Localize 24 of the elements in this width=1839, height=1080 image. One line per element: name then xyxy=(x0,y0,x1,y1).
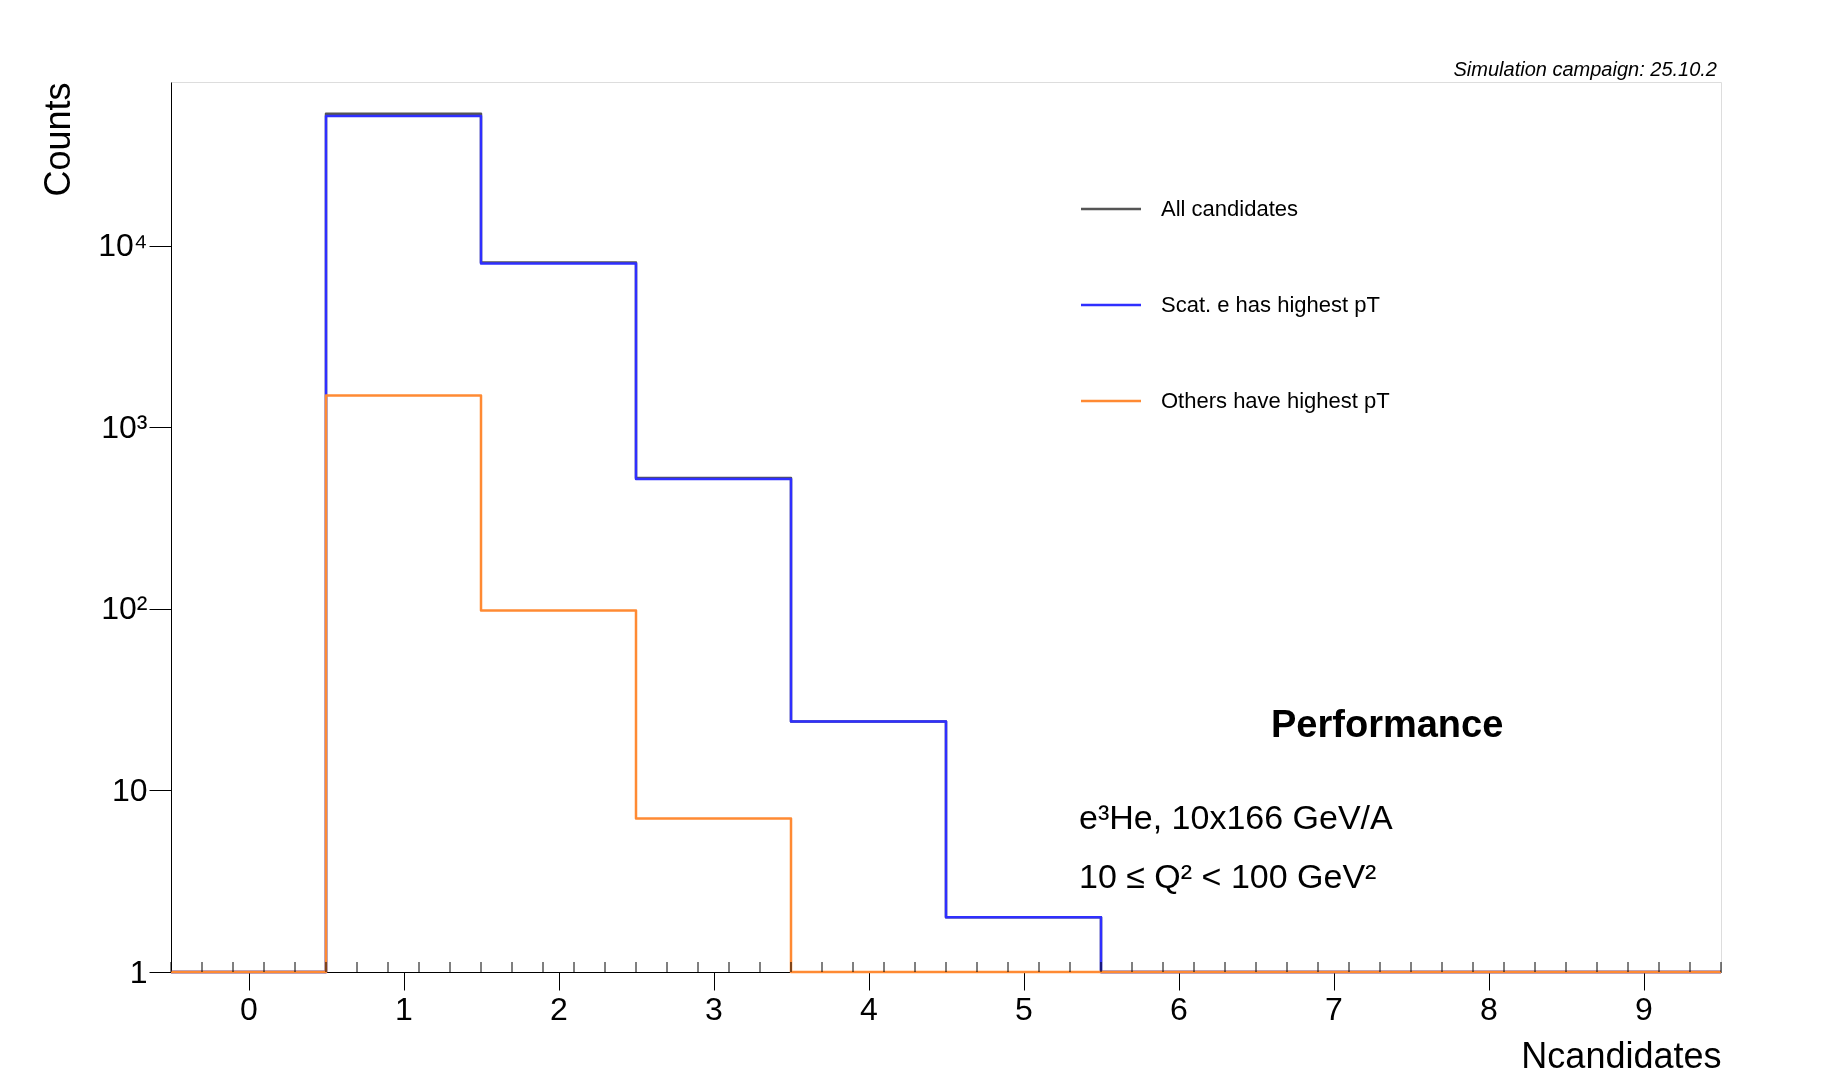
y-tick-label: 10 xyxy=(111,771,148,808)
y-axis-title: Counts xyxy=(37,82,79,197)
x-tick-label: 1 xyxy=(395,990,413,1027)
x-tick-label: 2 xyxy=(550,990,568,1027)
y-tick-label: 10⁴ xyxy=(98,227,148,264)
annotation: e³He, 10x166 GeV/A xyxy=(1079,798,1394,836)
annotation: 10 ≤ Q² < 100 GeV² xyxy=(1079,857,1377,895)
x-tick-label: 3 xyxy=(705,990,723,1027)
x-tick-label: 8 xyxy=(1480,990,1498,1027)
x-tick-label: 9 xyxy=(1635,990,1653,1027)
x-tick-label: 5 xyxy=(1015,990,1033,1027)
y-tick-label: 10² xyxy=(101,590,148,627)
x-tick-label: 0 xyxy=(240,990,258,1027)
x-tick-label: 7 xyxy=(1325,990,1343,1027)
y-tick-label: 1 xyxy=(129,953,148,990)
legend-label: Others have highest pT xyxy=(1161,388,1390,413)
x-axis-title: Ncandidates xyxy=(1521,1034,1722,1076)
legend-label: All candidates xyxy=(1161,196,1298,221)
legend-label: Scat. e has highest pT xyxy=(1161,292,1380,317)
x-tick-label: 4 xyxy=(860,990,878,1027)
y-tick-label: 10³ xyxy=(101,408,148,445)
text: Simulation campaign: 25.10.2 xyxy=(1453,58,1717,80)
x-tick-label: 6 xyxy=(1170,990,1188,1027)
annotation: Performance xyxy=(1271,703,1504,745)
